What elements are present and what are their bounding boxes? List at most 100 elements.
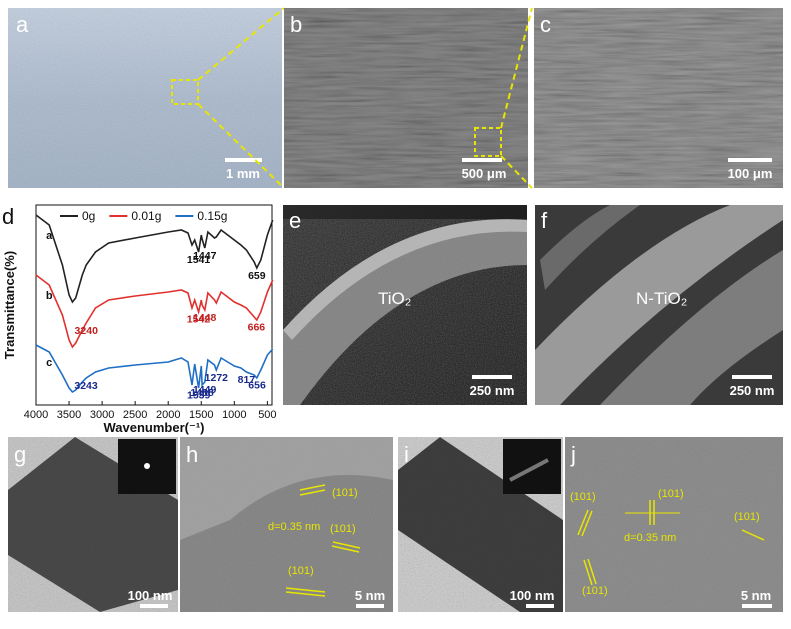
panel-letter: a xyxy=(16,12,29,37)
x-tick-label: 1500 xyxy=(189,409,213,421)
saed-spot xyxy=(144,463,150,469)
panel-g: g 100 nm xyxy=(8,437,178,612)
nanofiber xyxy=(398,437,563,612)
curve-label: a xyxy=(46,230,53,242)
zoom-line xyxy=(197,103,285,189)
fiber xyxy=(600,250,783,405)
x-tick-label: 500 xyxy=(258,409,276,421)
peak-label: 1541 xyxy=(187,254,211,266)
series-line xyxy=(35,344,274,394)
lattice-marker xyxy=(331,545,360,553)
lattice-marker xyxy=(285,591,326,597)
legend-label: 0g xyxy=(82,209,95,223)
scale-bar-label: 250 nm xyxy=(470,383,515,398)
panel-f: f N-TiO₂ 250 nm xyxy=(535,205,783,405)
peak-label: 1449 xyxy=(193,384,217,396)
lattice-marker xyxy=(583,559,593,586)
lattice-marker xyxy=(581,510,593,537)
peak-label: 666 xyxy=(248,322,266,334)
panel-label: TiO₂ xyxy=(378,289,411,308)
peak-label: 1448 xyxy=(193,312,217,324)
panel-i: i 100 nm xyxy=(398,437,563,612)
peak-label: 656 xyxy=(248,379,266,391)
series-line xyxy=(35,274,274,349)
lattice-marker xyxy=(741,529,765,541)
scale-bar-label: 5 nm xyxy=(741,588,771,603)
panel-letter: j xyxy=(570,442,576,467)
lattice-marker xyxy=(285,587,326,593)
curve-label: b xyxy=(46,290,53,302)
panel-letter: e xyxy=(289,208,301,233)
panel-e: e TiO₂ 250 nm xyxy=(283,205,527,405)
scale-bar-label: 100 μm xyxy=(728,166,773,181)
zoom-line xyxy=(500,7,533,129)
panel-b: b 500 μm xyxy=(284,8,528,188)
curve-label: c xyxy=(46,357,52,369)
panel-letter: b xyxy=(290,12,302,37)
plane-label: (101) xyxy=(734,511,760,523)
panel-letter: h xyxy=(186,442,198,467)
legend-label: 0.15g xyxy=(197,209,227,223)
peak-label: 817 xyxy=(238,374,256,386)
peak-label: 1272 xyxy=(205,372,229,384)
zoom-line xyxy=(500,155,533,189)
scale-bar-label: 250 nm xyxy=(730,383,775,398)
lattice-marker xyxy=(299,484,326,491)
scale-bar-label: 5 nm xyxy=(355,588,385,603)
spacing-label: d=0.35 nm xyxy=(268,521,320,533)
panel-letter: c xyxy=(540,12,551,37)
plane-label: (101) xyxy=(332,487,358,499)
fiber-edge xyxy=(283,219,527,340)
scale-bar-label: 1 mm xyxy=(226,166,260,181)
lattice-marker xyxy=(577,509,589,536)
lattice-marker xyxy=(587,558,597,585)
y-axis-label: Transmittance(%) xyxy=(2,251,17,359)
plot-frame xyxy=(35,204,273,406)
panel-c: c 100 μm xyxy=(534,8,783,188)
lattice-marker xyxy=(299,489,326,496)
peak-label: 1447 xyxy=(193,250,217,262)
panel-letter: d xyxy=(2,204,14,229)
spacing-label: d=0.35 nm xyxy=(624,532,676,544)
peak-label: 3243 xyxy=(74,380,98,392)
plane-label: (101) xyxy=(330,523,356,535)
panel-letter: g xyxy=(14,442,26,467)
plane-label: (101) xyxy=(658,488,684,500)
series-line xyxy=(35,214,274,304)
panel-letter: f xyxy=(541,208,548,233)
peak-label: 1542 xyxy=(187,314,211,326)
micrograph xyxy=(565,437,783,612)
panel-label: N-TiO₂ xyxy=(636,289,687,308)
panel-j: j (101) (101) d=0.35 nm (101) (101) 5 nm xyxy=(565,437,783,612)
peak-label: 1539 xyxy=(187,389,211,401)
x-axis-label: Wavenumber(⁻¹) xyxy=(104,420,205,435)
ftir-chart: 4000 3500 3000 2500 2000 1500 1000 500 Wavenumbe… xyxy=(2,204,277,435)
fiber xyxy=(283,219,527,405)
edge xyxy=(180,437,393,540)
x-tick-label: 2000 xyxy=(156,409,180,421)
peak-label: 1488 xyxy=(190,387,214,399)
panel-a: a 1 mm xyxy=(8,8,282,188)
x-tick-label: 2500 xyxy=(123,409,147,421)
scale-bar-label: 500 μm xyxy=(462,166,507,181)
x-tick-label: 3500 xyxy=(57,409,81,421)
lattice-marker xyxy=(332,541,361,549)
fiber xyxy=(540,205,640,290)
x-tick-label: 1000 xyxy=(222,409,246,421)
plane-label: (101) xyxy=(582,585,608,597)
x-tick-label: 3000 xyxy=(90,409,114,421)
legend-label: 0.01g xyxy=(131,209,161,223)
fiber xyxy=(535,205,783,405)
panel-letter: i xyxy=(404,442,409,467)
peak-label: 659 xyxy=(248,270,266,282)
zoom-box xyxy=(474,127,502,157)
panel-h: h (101) d=0.35 nm (101) (101) 5 nm xyxy=(180,437,393,612)
scale-bar-label: 100 nm xyxy=(128,588,173,603)
beam-stop xyxy=(509,458,549,482)
plane-label: (101) xyxy=(288,565,314,577)
x-tick-label: 4000 xyxy=(24,409,48,421)
peak-label: 3240 xyxy=(75,325,99,337)
scale-bar-label: 100 nm xyxy=(510,588,555,603)
